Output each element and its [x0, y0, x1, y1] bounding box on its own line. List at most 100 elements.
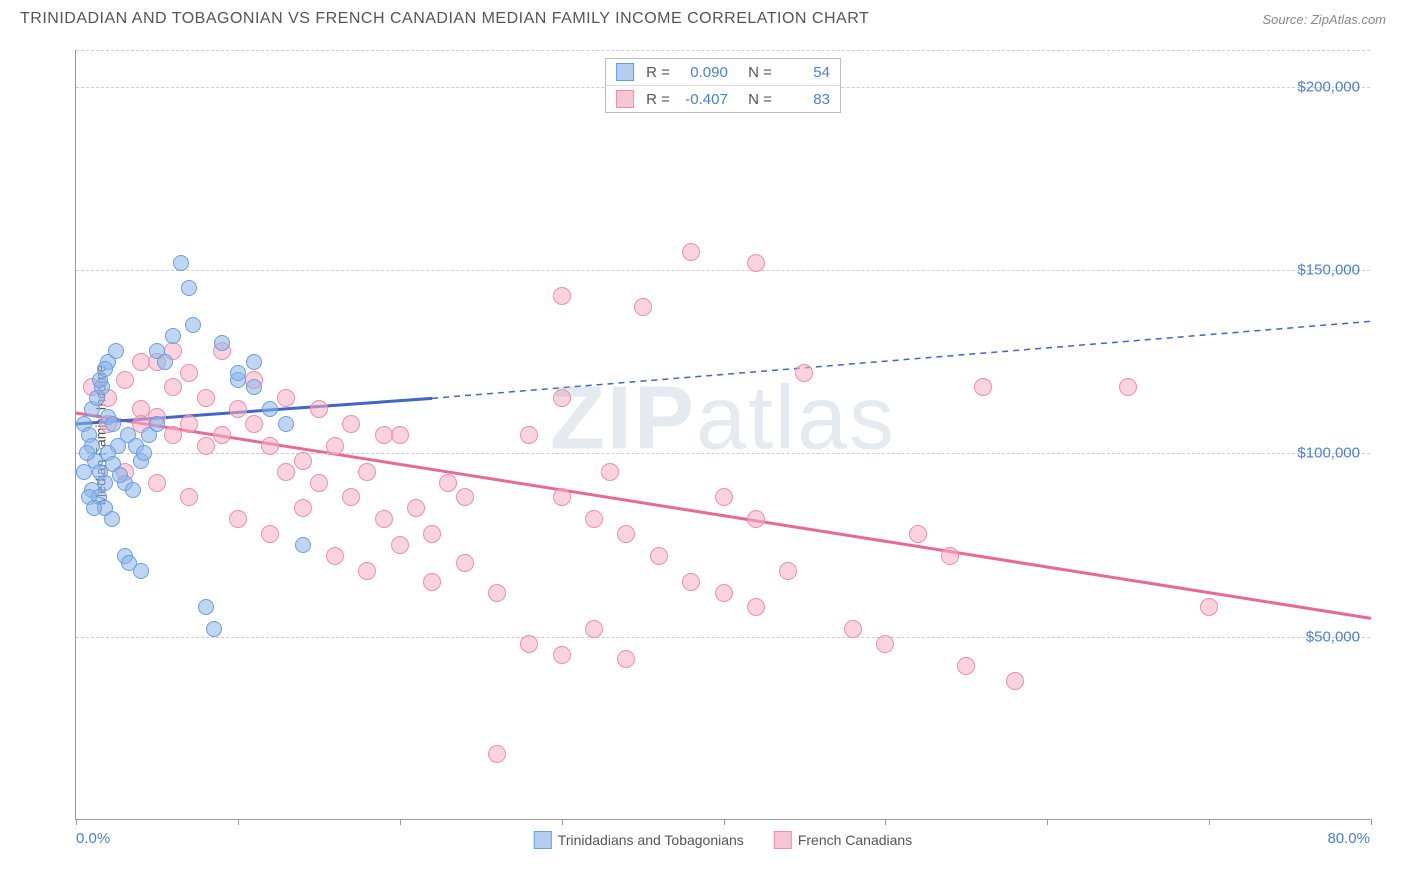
point-pink [682, 243, 700, 261]
x-tick-label: 80.0% [1327, 830, 1370, 847]
point-pink [520, 426, 538, 444]
point-pink [342, 488, 360, 506]
r-value: 0.090 [678, 64, 728, 81]
point-pink [229, 400, 247, 418]
gridline-top [76, 50, 1370, 51]
point-pink [229, 510, 247, 528]
point-pink [180, 488, 198, 506]
point-blue [157, 354, 173, 370]
r-value: -0.407 [678, 91, 728, 108]
point-pink [326, 547, 344, 565]
legend-item: Trinidadians and Tobagonians [534, 831, 744, 849]
point-pink [747, 598, 765, 616]
x-tick [76, 819, 77, 825]
source-attribution: Source: ZipAtlas.com [1262, 12, 1386, 27]
point-pink [844, 620, 862, 638]
point-pink [245, 415, 263, 433]
r-label: R = [646, 64, 670, 81]
chart-container: Median Family Income ZIPatlas R = 0.090 … [50, 50, 1370, 820]
point-pink [520, 635, 538, 653]
legend-label: Trinidadians and Tobagonians [558, 832, 744, 848]
point-blue [206, 621, 222, 637]
point-blue [104, 511, 120, 527]
point-pink [164, 378, 182, 396]
legend-item: French Canadians [774, 831, 912, 849]
point-blue [214, 335, 230, 351]
point-pink [553, 287, 571, 305]
legend-label: French Canadians [798, 832, 912, 848]
point-pink [213, 426, 231, 444]
point-pink [488, 745, 506, 763]
point-pink [164, 426, 182, 444]
gridline [76, 270, 1370, 271]
point-blue [198, 599, 214, 615]
x-tick [400, 819, 401, 825]
point-pink [553, 488, 571, 506]
point-pink [1006, 672, 1024, 690]
point-pink [180, 364, 198, 382]
point-blue [278, 416, 294, 432]
point-pink [358, 562, 376, 580]
point-blue [76, 464, 92, 480]
point-pink [585, 510, 603, 528]
point-pink [277, 463, 295, 481]
point-pink [261, 437, 279, 455]
stats-row: R = 0.090 N = 54 [606, 59, 840, 85]
point-pink [407, 499, 425, 517]
point-pink [715, 584, 733, 602]
plot-area: ZIPatlas R = 0.090 N = 54 R = -0.407 N =… [75, 50, 1370, 820]
point-blue [133, 563, 149, 579]
point-pink [261, 525, 279, 543]
x-tick [1047, 819, 1048, 825]
point-pink [197, 437, 215, 455]
legend-bottom: Trinidadians and Tobagonians French Cana… [534, 831, 912, 849]
watermark: ZIPatlas [550, 368, 896, 471]
point-blue [86, 500, 102, 516]
point-blue [181, 280, 197, 296]
point-blue [149, 416, 165, 432]
x-tick [1209, 819, 1210, 825]
point-pink [456, 488, 474, 506]
point-blue [136, 445, 152, 461]
point-pink [1200, 598, 1218, 616]
r-label: R = [646, 91, 670, 108]
point-pink [909, 525, 927, 543]
x-tick [885, 819, 886, 825]
point-pink [779, 562, 797, 580]
legend-swatch [774, 831, 792, 849]
y-tick-label: $100,000 [1297, 445, 1360, 462]
point-blue [165, 328, 181, 344]
stats-row: R = -0.407 N = 83 [606, 85, 840, 112]
n-label: N = [740, 91, 772, 108]
point-pink [456, 554, 474, 572]
point-pink [439, 474, 457, 492]
point-pink [553, 646, 571, 664]
point-pink [553, 389, 571, 407]
gridline [76, 637, 1370, 638]
correlation-stats-box: R = 0.090 N = 54 R = -0.407 N = 83 [605, 58, 841, 113]
n-value: 83 [780, 91, 830, 108]
point-blue [295, 537, 311, 553]
point-pink [310, 474, 328, 492]
point-blue [125, 482, 141, 498]
stats-swatch [616, 90, 634, 108]
point-pink [634, 298, 652, 316]
trend-lines-svg [76, 50, 1371, 820]
chart-title: TRINIDADIAN AND TOBAGONIAN VS FRENCH CAN… [20, 10, 869, 28]
point-pink [116, 371, 134, 389]
legend-swatch [534, 831, 552, 849]
y-tick-label: $50,000 [1306, 628, 1360, 645]
point-pink [957, 657, 975, 675]
point-pink [1119, 378, 1137, 396]
trend-line [432, 321, 1371, 398]
point-pink [747, 510, 765, 528]
n-value: 54 [780, 64, 830, 81]
n-label: N = [740, 64, 772, 81]
point-blue [108, 343, 124, 359]
point-pink [941, 547, 959, 565]
point-pink [682, 573, 700, 591]
stats-swatch [616, 63, 634, 81]
point-blue [105, 416, 121, 432]
point-pink [715, 488, 733, 506]
point-pink [180, 415, 198, 433]
